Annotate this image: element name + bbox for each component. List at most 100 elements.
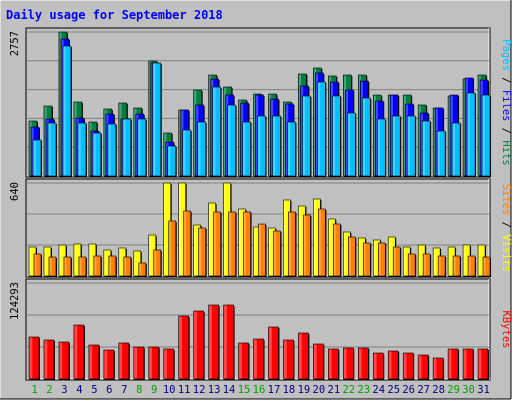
bar-sites — [437, 255, 447, 277]
bar-pages — [32, 139, 42, 177]
bar-pages — [107, 123, 117, 177]
bar-pages — [122, 118, 132, 177]
bar-sites — [348, 236, 357, 277]
bar-kbytes — [238, 342, 250, 380]
day-label: 18 — [283, 384, 296, 396]
bar-pages — [257, 115, 267, 177]
day-label: 20 — [313, 384, 326, 396]
day-label: 11 — [178, 384, 191, 396]
legend-separator: / — [500, 121, 512, 140]
bar-pages — [391, 115, 402, 177]
bar-pages — [376, 118, 387, 177]
legend-entry-visits: Visits — [500, 234, 512, 272]
legend-entry-pages: Pages — [500, 39, 512, 71]
bar-pages — [152, 62, 162, 177]
bar-kbytes — [103, 349, 115, 380]
legend-separator: / — [500, 71, 512, 90]
day-label: 21 — [328, 384, 341, 396]
chart-title: Daily usage for September 2018 — [6, 8, 223, 22]
bar-pages — [137, 118, 147, 177]
bar-sites — [422, 253, 432, 277]
bar-sites — [228, 211, 237, 277]
bar-sites — [243, 211, 252, 277]
day-label: 27 — [417, 384, 430, 396]
bar-pages — [287, 121, 297, 177]
day-label: 25 — [387, 384, 400, 396]
legend-entry-hits: Hits — [500, 140, 512, 165]
bar-pages — [62, 45, 72, 177]
bar-pages — [436, 130, 447, 177]
bar-sites — [467, 255, 477, 277]
bar-kbytes — [148, 346, 160, 380]
bar-pages — [212, 86, 222, 177]
bar-kbytes — [447, 348, 460, 380]
bar-pages — [317, 81, 327, 177]
bar-kbytes — [432, 357, 445, 380]
bar-sites — [108, 255, 117, 277]
bar-sites — [153, 249, 162, 277]
bar-sites — [362, 242, 372, 277]
day-labels: 1 2 3 4 5 6 7 8 9 10 11 12 13 14 15 16 17 18 19 20 21 22 23 24 2… — [31, 384, 490, 396]
legend: KBytes — [500, 311, 512, 349]
bar-pages — [167, 145, 177, 177]
day-label: 13 — [208, 384, 221, 396]
bar-sites — [303, 214, 312, 277]
bar-sites — [93, 255, 102, 277]
day-label: 15 — [238, 384, 251, 396]
legend-separator: / — [500, 215, 512, 234]
day-label: 19 — [298, 384, 311, 396]
bar-sites — [407, 253, 417, 277]
legend-entry-kbytes: KBytes — [500, 311, 512, 349]
y-axis-max-label: 124293 — [9, 282, 21, 320]
bar-pages — [332, 95, 342, 177]
bar-pages — [182, 129, 192, 177]
bar-kbytes — [462, 348, 475, 380]
day-label: 5 — [91, 384, 97, 396]
day-label: 2 — [46, 384, 52, 396]
bar-kbytes — [178, 315, 190, 380]
bar-sites — [213, 211, 222, 277]
bar-pages — [451, 122, 462, 177]
bar-sites — [48, 256, 57, 277]
bar-kbytes — [253, 338, 265, 380]
bar-kbytes — [328, 348, 340, 380]
bar-sites — [183, 210, 192, 277]
bar-kbytes — [193, 310, 205, 380]
bar-sites — [318, 208, 327, 277]
day-label: 8 — [136, 384, 142, 396]
bar-sites — [198, 227, 207, 277]
bar-sites — [78, 256, 87, 277]
bar-kbytes — [118, 342, 130, 380]
bar-kbytes — [417, 354, 430, 380]
bar-sites — [377, 242, 387, 277]
panel-2: 640 Sites / Visits — [9, 178, 512, 278]
bar-kbytes — [73, 324, 85, 380]
bar-pages — [242, 121, 252, 177]
bar-kbytes — [298, 332, 310, 380]
bar-kbytes — [208, 304, 220, 380]
bar-sites — [123, 256, 132, 277]
day-label: 26 — [402, 384, 415, 396]
bar-kbytes — [372, 352, 385, 380]
y-axis-max-label: 640 — [9, 182, 21, 201]
legend: Pages / Files / Hits — [500, 39, 512, 165]
bar-pages — [92, 132, 102, 177]
bar-sites — [288, 211, 297, 277]
bar-pages — [77, 122, 87, 177]
bar-pages — [421, 120, 432, 177]
bar-sites — [138, 262, 147, 277]
bar-kbytes — [163, 348, 175, 380]
bar-kbytes — [58, 341, 70, 380]
bar-pages — [481, 94, 492, 177]
day-label: 4 — [76, 384, 82, 396]
bar-kbytes — [268, 326, 280, 380]
bar-kbytes — [343, 347, 355, 380]
bar-kbytes — [88, 344, 100, 380]
bar-sites — [63, 256, 72, 277]
bar-pages — [272, 115, 282, 177]
day-label: 28 — [432, 384, 445, 396]
day-label: 24 — [372, 384, 385, 396]
bar-pages — [227, 104, 237, 177]
day-label: 14 — [223, 384, 236, 396]
